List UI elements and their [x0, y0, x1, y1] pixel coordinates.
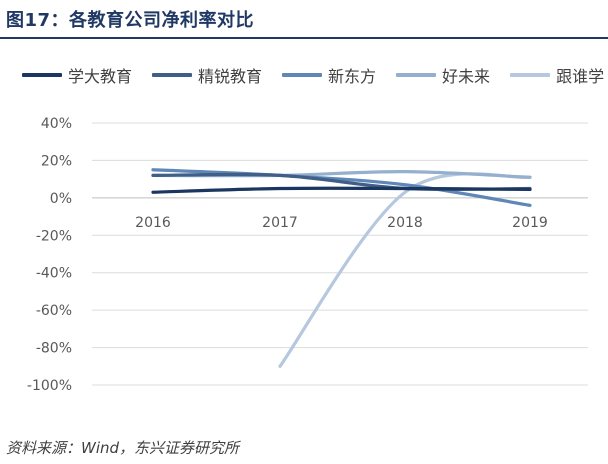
legend-label-xindongfang: 新东方	[328, 67, 377, 86]
x-tick-label: 2016	[135, 215, 171, 231]
y-tick-label: 20%	[41, 153, 72, 169]
series-line-2	[151, 168, 532, 207]
y-tick-label: 40%	[41, 116, 72, 132]
y-tick-label: 0%	[50, 191, 72, 207]
legend-swatch-xueda	[22, 73, 62, 77]
legend-item-haoweilai: 好未来	[396, 63, 490, 87]
y-tick-label: -100%	[27, 378, 72, 394]
y-tick-label: -80%	[36, 341, 72, 357]
y-tick-label: -60%	[36, 303, 72, 319]
legend-label-genshuixue: 跟谁学	[556, 67, 605, 86]
series-line-4	[278, 172, 532, 368]
legend-item-genshuixue: 跟谁学	[510, 63, 604, 87]
legend-swatch-jingrui	[152, 73, 193, 77]
x-tick-label: 2017	[262, 215, 298, 231]
y-tick-label: -20%	[36, 228, 72, 244]
legend-item-jingrui: 精锐教育	[152, 63, 262, 87]
legend-label-jingrui: 精锐教育	[198, 67, 263, 86]
series-line-0	[151, 186, 532, 194]
source-note: 资料来源：Wind，东兴证券研究所	[6, 439, 240, 457]
legend-label-haoweilai: 好未来	[442, 67, 491, 86]
legend-swatch-genshuixue	[510, 73, 551, 77]
figure-title: 图17：各教育公司净利率对比	[6, 10, 255, 31]
legend-item-xindongfang: 新东方	[282, 63, 376, 87]
legend-item-xueda: 学大教育	[22, 63, 132, 87]
legend-swatch-haoweilai	[396, 73, 437, 77]
x-tick-label: 2019	[512, 215, 548, 231]
legend-label-xueda: 学大教育	[68, 67, 133, 86]
x-tick-label: 2018	[387, 215, 423, 231]
legend-swatch-xindongfang	[282, 73, 323, 77]
chart-legend: 学大教育 精锐教育 新东方 好未来 跟谁学	[22, 63, 608, 87]
title-divider	[0, 37, 608, 39]
y-tick-label: -40%	[36, 266, 72, 282]
